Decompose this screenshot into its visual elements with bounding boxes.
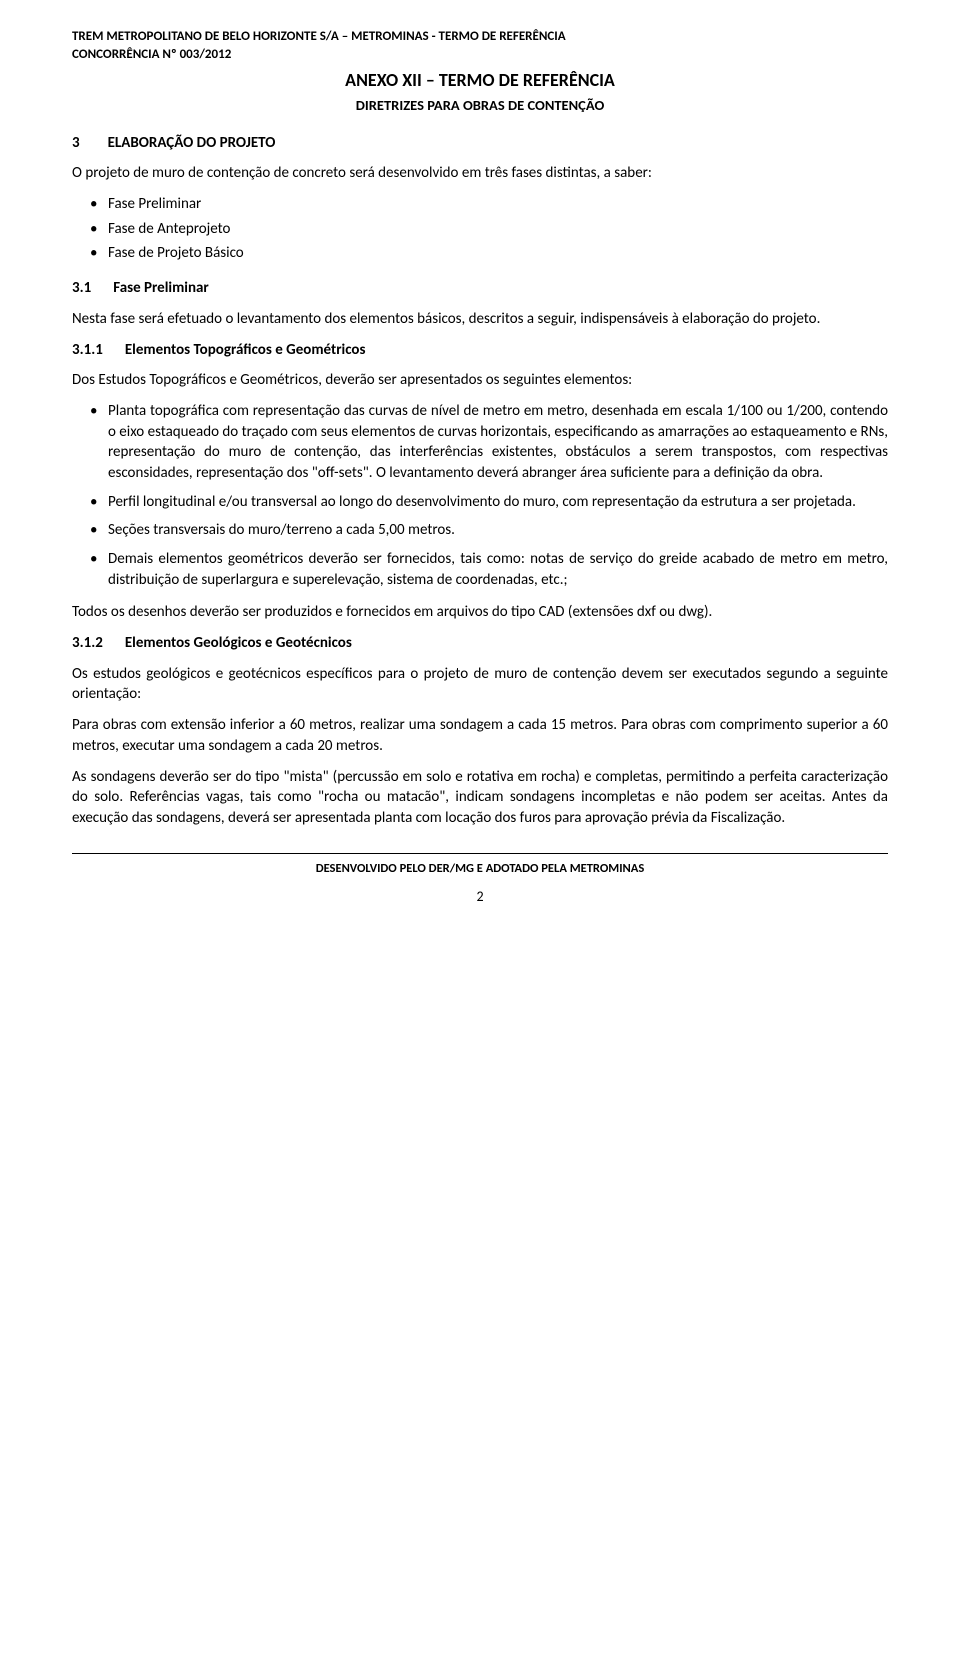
subsection-title: Fase Preliminar <box>113 278 209 299</box>
subsection-number: 3.1 <box>72 278 91 299</box>
paragraph: Dos Estudos Topográficos e Geométricos, … <box>72 370 888 391</box>
list-item: Fase de Anteprojeto <box>94 219 888 240</box>
page-number: 2 <box>72 887 888 906</box>
paragraph: Os estudos geológicos e geotécnicos espe… <box>72 664 888 705</box>
subsubsection-heading: 3.1.1 Elementos Topográficos e Geométric… <box>72 340 888 361</box>
elements-list: Planta topográfica com representação das… <box>72 401 888 591</box>
list-item: Perfil longitudinal e/ou transversal ao … <box>94 492 888 513</box>
subsubsection-heading: 3.1.2 Elementos Geológicos e Geotécnicos <box>72 633 888 654</box>
document-subtitle: DIRETRIZES PARA OBRAS DE CONTENÇÃO <box>72 95 888 115</box>
header-line2: CONCORRÊNCIA Nº 003/2012 <box>72 46 888 64</box>
list-item: Fase Preliminar <box>94 194 888 215</box>
subsubsection-title: Elementos Topográficos e Geométricos <box>125 340 366 361</box>
header-line1: TREM METROPOLITANO DE BELO HORIZONTE S/A… <box>72 28 888 46</box>
paragraph: O projeto de muro de contenção de concre… <box>72 163 888 184</box>
section-heading: 3 ELABORAÇÃO DO PROJETO <box>72 133 888 154</box>
paragraph: Para obras com extensão inferior a 60 me… <box>72 715 888 756</box>
list-item: Seções transversais do muro/terreno a ca… <box>94 520 888 541</box>
list-item: Fase de Projeto Básico <box>94 243 888 264</box>
subsubsection-number: 3.1.1 <box>72 340 103 361</box>
subsubsection-title: Elementos Geológicos e Geotécnicos <box>125 633 352 654</box>
phase-list: Fase Preliminar Fase de Anteprojeto Fase… <box>72 194 888 264</box>
paragraph: Todos os desenhos deverão ser produzidos… <box>72 602 888 623</box>
subsection-heading: 3.1 Fase Preliminar <box>72 278 888 299</box>
list-item: Planta topográfica com representação das… <box>94 401 888 484</box>
section-title: ELABORAÇÃO DO PROJETO <box>108 133 276 154</box>
section-number: 3 <box>72 133 80 154</box>
footer-text: DESENVOLVIDO PELO DER/MG E ADOTADO PELA … <box>72 860 888 877</box>
document-title: ANEXO XII – TERMO DE REFERÊNCIA <box>72 68 888 93</box>
subsubsection-number: 3.1.2 <box>72 633 103 654</box>
list-item: Demais elementos geométricos deverão ser… <box>94 549 888 590</box>
paragraph: As sondagens deverão ser do tipo "mista"… <box>72 767 888 829</box>
paragraph: Nesta fase será efetuado o levantamento … <box>72 309 888 330</box>
footer-rule <box>72 853 888 854</box>
